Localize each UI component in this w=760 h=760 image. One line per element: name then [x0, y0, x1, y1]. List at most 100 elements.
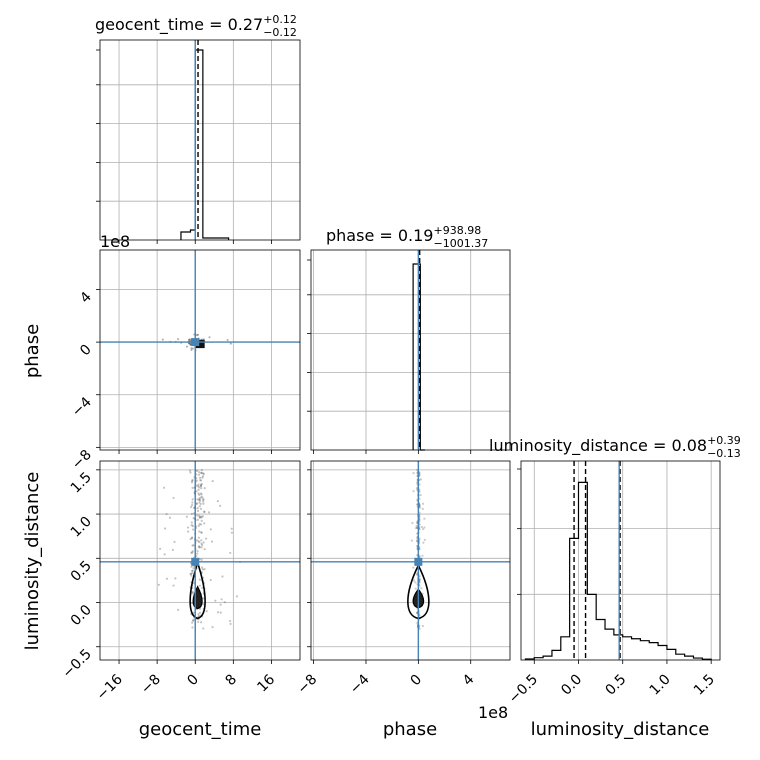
p20-truth-marker	[191, 557, 200, 566]
p20-sample-point	[191, 590, 194, 593]
p20-sample-point	[201, 568, 204, 571]
p20-sample-point	[195, 502, 198, 506]
p21-sample-point	[412, 490, 415, 493]
p10-sample-point	[187, 338, 190, 341]
p21-sample-point	[418, 506, 422, 509]
p20-sample-point	[200, 519, 203, 522]
p21-sample-point	[422, 541, 425, 544]
p10-frame	[99, 249, 301, 451]
p22-frame	[520, 460, 721, 661]
p10-sample-point	[190, 349, 193, 352]
ytick-label-phase-2: −4	[69, 394, 95, 420]
p20-sample-point	[198, 523, 201, 526]
p20-sample-point	[201, 586, 204, 589]
p20-sample-point	[200, 531, 203, 534]
p20-sample-point	[216, 500, 219, 503]
p20-sample-point	[198, 471, 201, 474]
xtick-label-geocent-time-4: 16	[254, 671, 278, 695]
p20-sample-point	[157, 583, 160, 586]
p20-sample-point	[191, 501, 194, 504]
p20-sample-point	[190, 481, 194, 484]
p20-sample-point	[216, 611, 220, 614]
p20-sample-point	[201, 496, 204, 499]
p20-sample-point	[200, 483, 203, 486]
p20-sample-point	[200, 516, 203, 519]
p20-sample-point	[198, 611, 202, 614]
ytick-label-luminosity-distance-2: 0.5	[68, 558, 95, 585]
p20-sample-point	[199, 484, 202, 487]
p20-sample-point	[219, 611, 222, 614]
p20-sample-point	[200, 469, 203, 472]
p20-sample-point	[201, 476, 204, 479]
p20-sample-point	[191, 551, 194, 554]
p20-sample-point	[230, 527, 233, 530]
p20-sample-point	[165, 512, 168, 516]
p20-sample-point	[191, 478, 194, 482]
p21-sample-point	[421, 502, 425, 505]
p10-sample-point	[161, 338, 164, 341]
p20-sample-point	[197, 524, 200, 528]
p20-sample-point	[198, 486, 201, 489]
ytick-label-luminosity-distance-4: −0.5	[59, 646, 94, 681]
p20-sample-point	[203, 548, 206, 551]
p20-sample-point	[198, 546, 201, 549]
p20-sample-point	[163, 553, 166, 556]
p20-sample-point	[199, 621, 203, 624]
xtick-label-luminosity-distance-2: 0.5	[602, 672, 629, 699]
p20-sample-point	[173, 540, 176, 543]
ytick-label-phase-3: −8	[69, 447, 95, 473]
p20-sample-point	[191, 569, 194, 572]
p20-sample-point	[220, 598, 223, 601]
p20-sample-point	[189, 572, 193, 576]
p20-sample-point	[198, 505, 201, 508]
p21-sample-point	[420, 587, 423, 590]
p20-sample-point	[196, 498, 199, 501]
p20-sample-point	[191, 498, 194, 501]
p21-sample-point	[419, 493, 422, 497]
p20-sample-point	[197, 614, 201, 618]
p20-sample-point	[202, 472, 205, 475]
p20-sample-point	[189, 537, 192, 541]
text-layer: geocent_time = 0.27+0.12 −0.12 phase = 0.…	[22, 13, 741, 740]
p20-sample-point	[195, 479, 198, 482]
p20-sample-point	[191, 486, 194, 489]
p20-sample-point	[196, 507, 199, 510]
p10-sample-point	[191, 347, 194, 350]
p21-sample-point	[419, 478, 423, 481]
x-axis-label-phase: phase	[383, 719, 437, 740]
p20-sample-point	[199, 492, 203, 495]
p20-sample-point	[191, 528, 195, 531]
x-axis-label-geocent-time: geocent_time	[139, 719, 262, 740]
ytick-label-phase-1: 0	[77, 342, 95, 360]
p20-sample-point	[201, 543, 204, 547]
p20-sample-point	[191, 621, 194, 624]
p20-sample-point	[168, 516, 172, 519]
p10-sample-point	[185, 345, 188, 348]
title-geocent-time: geocent_time = 0.27+0.12 −0.12	[95, 13, 297, 39]
p20-sample-point	[214, 599, 217, 602]
p21-sample-point	[414, 526, 418, 530]
x-axis-label-luminosity-distance: luminosity_distance	[531, 719, 710, 740]
p20-sample-point	[172, 584, 175, 587]
p20-sample-point	[211, 479, 214, 483]
p20-sample-point	[189, 572, 192, 576]
p21-sample-point	[414, 581, 417, 584]
p20-sample-point	[200, 542, 203, 545]
panels-layer: −16 −8 0 8 16 −8 −4 0 4 −0.5 0.0 0.5 1.0 1.540−4−81.5…	[59, 39, 721, 707]
p20-sample-point	[202, 500, 205, 503]
p20-sample-point	[200, 558, 203, 561]
p20-sample-point	[197, 620, 200, 623]
p20-sample-point	[198, 498, 201, 501]
p20-sample-point	[200, 479, 203, 482]
p20-sample-point	[202, 497, 205, 501]
p20-sample-point	[200, 523, 203, 526]
p10-sample-point	[208, 336, 211, 339]
p21-sample-point	[423, 538, 426, 541]
p20-sample-point	[219, 603, 222, 606]
p20-sample-point	[202, 502, 205, 505]
p20-sample-point	[199, 483, 203, 486]
p21-sample-point	[412, 579, 416, 582]
p20-sample-point	[165, 577, 169, 580]
p21-sample-point	[421, 554, 424, 557]
